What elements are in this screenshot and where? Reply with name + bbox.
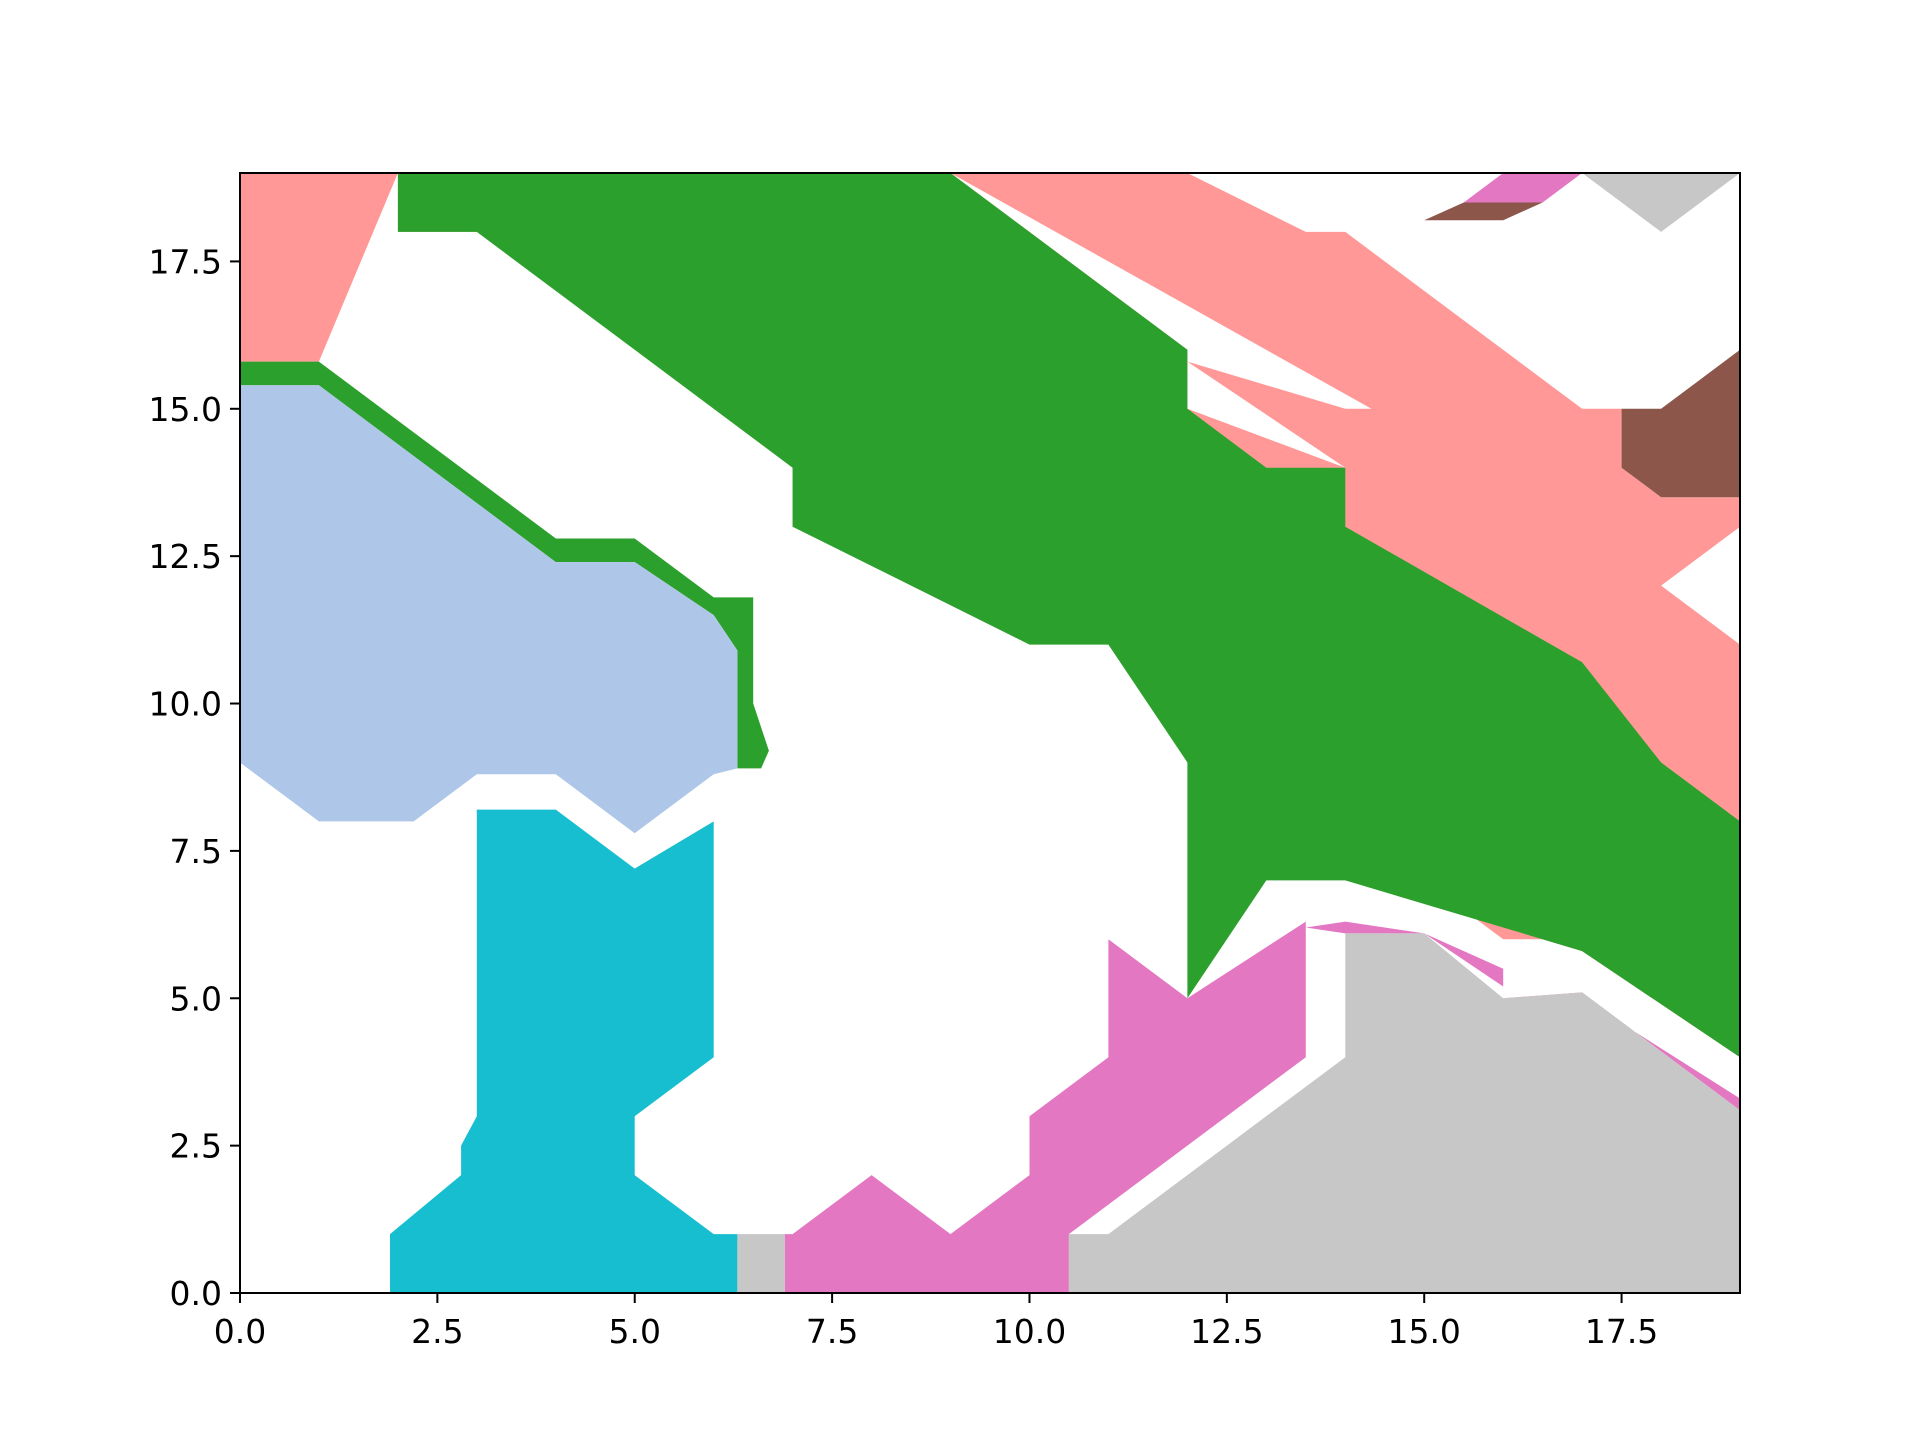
x-tick-label: 7.5: [806, 1312, 858, 1351]
x-tick-label: 17.5: [1585, 1312, 1658, 1351]
y-tick-label: 0.0: [170, 1274, 222, 1313]
contour-region-brown-8: [1621, 349, 1740, 498]
contour-region-green-1: [397, 173, 1740, 1058]
y-tick-label: 10.0: [149, 685, 222, 724]
y-tick-label: 12.5: [149, 537, 222, 576]
x-axis: 0.0 2.5 5.0 7.5 10.0 12.5 15.0 17.5: [214, 1293, 1658, 1351]
filled-contour-regions: [240, 173, 1740, 1293]
contour-region-green-2: [240, 361, 769, 769]
contour-region-pink-0: [240, 173, 1740, 1058]
contour-region-magenta-11: [1463, 173, 1583, 203]
x-tick-label: 10.0: [993, 1312, 1066, 1351]
y-axis: 0.0 2.5 5.0 7.5 10.0 12.5 15.0 17.5: [149, 242, 240, 1313]
x-tick-label: 2.5: [411, 1312, 463, 1351]
plot-area: [239, 172, 1741, 1294]
plot-frame: [239, 172, 1741, 1294]
contour-region-magenta-5: [784, 921, 1740, 1293]
x-tick-label: 5.0: [608, 1312, 660, 1351]
contour-region-cyan-4: [390, 809, 738, 1293]
x-tick-label: 15.0: [1387, 1312, 1460, 1351]
x-tick-label: 12.5: [1190, 1312, 1263, 1351]
y-tick-label: 5.0: [170, 979, 222, 1018]
contour-region-grey-6: [1068, 933, 1740, 1293]
contour-region-grey-9: [1558, 173, 1740, 232]
contour-region-brown-10: [1424, 202, 1543, 221]
contour-region-grey-7: [737, 1234, 785, 1293]
y-tick-label: 2.5: [170, 1127, 222, 1166]
y-tick-label: 7.5: [170, 832, 222, 871]
y-tick-label: 15.0: [149, 390, 222, 429]
y-tick-label: 17.5: [149, 242, 222, 281]
contour-region-lightblue-3: [240, 385, 738, 834]
x-tick-label: 0.0: [214, 1312, 266, 1351]
